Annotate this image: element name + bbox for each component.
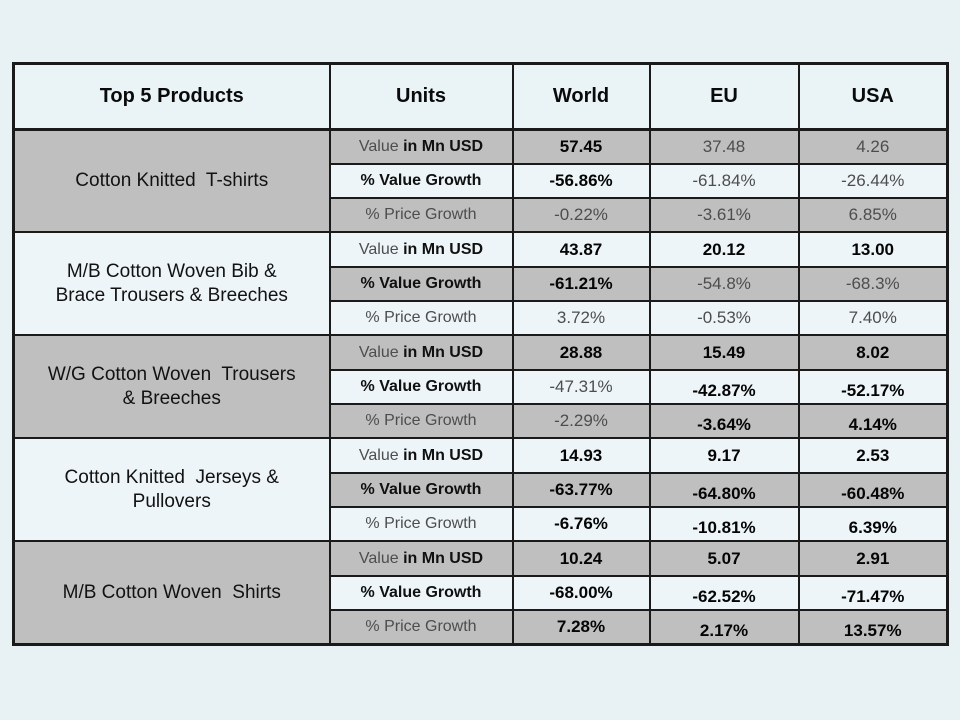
table-row: % Price Growth -2.29% -3.64% 4.14% xyxy=(14,403,949,440)
table-row: % Value Growth -61.21% -54.8% -68.3% xyxy=(14,265,949,303)
data-cell: 8.02 xyxy=(797,334,949,371)
table-row: M/B Cotton Woven Bib & Brace Trousers & … xyxy=(12,231,949,337)
data-cell: 4.14% xyxy=(797,403,949,440)
data-cell: 9.17 xyxy=(648,437,800,474)
data-cell: -26.44% xyxy=(797,162,949,200)
data-cell: -61.84% xyxy=(648,162,800,200)
data-cell: -52.17% xyxy=(797,368,949,406)
unit-label: % Value Growth xyxy=(328,471,514,509)
table-row: % Value Growth -68.00% -62.52% -71.47% xyxy=(14,574,949,612)
product-name: Cotton Knitted Jerseys & Pullovers xyxy=(12,437,331,543)
data-cell: 3.72% xyxy=(511,300,651,337)
data-cell: -56.86% xyxy=(511,162,651,200)
data-cell: -47.31% xyxy=(511,368,651,406)
data-cell: -60.48% xyxy=(797,471,949,509)
data-cell: 13.00 xyxy=(797,231,949,268)
data-cell: 5.07 xyxy=(648,540,800,577)
data-cell: -68.00% xyxy=(511,574,651,612)
data-cell: 6.85% xyxy=(797,197,949,234)
data-cell: -6.76% xyxy=(511,506,651,543)
unit-label: % Value Growth xyxy=(328,265,514,303)
data-cell: 7.40% xyxy=(797,300,949,337)
table-row: Cotton Knitted T-shirts Value in Mn USD 57… xyxy=(12,128,949,234)
data-cell: 7.28% xyxy=(511,609,651,646)
unit-label: Value in Mn USD xyxy=(328,128,514,165)
data-cell: -68.3% xyxy=(797,265,949,303)
products-table: Top 5 Products Units World EU USA Cotton… xyxy=(12,62,949,646)
unit-label: % Value Growth xyxy=(328,162,514,200)
data-cell: -64.80% xyxy=(648,471,800,509)
data-cell: -10.81% xyxy=(648,506,800,543)
unit-label-rest: in Mn USD xyxy=(403,137,484,155)
unit-label-rest: in Mn USD xyxy=(403,549,484,567)
unit-label-rest: in Mn USD xyxy=(403,343,484,361)
table-row: % Price Growth 7.28% 2.17% 13.57% xyxy=(14,609,949,646)
data-cell: -42.87% xyxy=(648,368,800,406)
table-row: % Price Growth -0.22% -3.61% 6.85% xyxy=(14,197,949,234)
unit-label-prefix: Value xyxy=(358,240,404,258)
data-cell: 20.12 xyxy=(648,231,800,268)
unit-label: % Price Growth xyxy=(328,403,514,440)
unit-label: % Price Growth xyxy=(328,300,514,337)
data-cell: -62.52% xyxy=(648,574,800,612)
unit-label: Value in Mn USD xyxy=(328,437,514,474)
column-header-world: World xyxy=(511,62,651,131)
column-header-units: Units xyxy=(328,62,514,131)
data-cell: 4.26 xyxy=(797,128,949,165)
product-name: W/G Cotton Woven Trousers & Breeches xyxy=(12,334,331,440)
table-row: % Value Growth -56.86% -61.84% -26.44% xyxy=(14,162,949,200)
unit-label-prefix: Value xyxy=(358,549,404,567)
product-name: M/B Cotton Woven Shirts xyxy=(12,540,331,646)
table-row: % Value Growth -47.31% -42.87% -52.17% xyxy=(14,368,949,406)
data-cell: 28.88 xyxy=(511,334,651,371)
data-cell: 37.48 xyxy=(648,128,800,165)
data-cell: -2.29% xyxy=(511,403,651,440)
data-cell: 15.49 xyxy=(648,334,800,371)
product-name: Cotton Knitted T-shirts xyxy=(12,128,331,234)
data-cell: -0.22% xyxy=(511,197,651,234)
unit-label: % Value Growth xyxy=(328,574,514,612)
unit-label: Value in Mn USD xyxy=(328,540,514,577)
data-cell: 57.45 xyxy=(511,128,651,165)
unit-label-prefix: Value xyxy=(358,343,404,361)
unit-label: % Price Growth xyxy=(328,197,514,234)
unit-label-rest: in Mn USD xyxy=(403,240,484,258)
unit-label-rest: in Mn USD xyxy=(403,446,484,464)
data-cell: -61.21% xyxy=(511,265,651,303)
table-row: % Value Growth -63.77% -64.80% -60.48% xyxy=(14,471,949,509)
column-header-usa: USA xyxy=(797,62,949,131)
unit-label: % Price Growth xyxy=(328,506,514,543)
unit-label: Value in Mn USD xyxy=(328,334,514,371)
table-body: Cotton Knitted T-shirts Value in Mn USD 57… xyxy=(12,128,949,646)
table-row: % Price Growth 3.72% -0.53% 7.40% xyxy=(14,300,949,337)
data-cell: 13.57% xyxy=(797,609,949,646)
data-cell: 2.91 xyxy=(797,540,949,577)
product-name: M/B Cotton Woven Bib & Brace Trousers & … xyxy=(12,231,331,337)
data-cell: 2.53 xyxy=(797,437,949,474)
unit-label: Value in Mn USD xyxy=(328,231,514,268)
data-cell: 43.87 xyxy=(511,231,651,268)
table-row: % Price Growth -6.76% -10.81% 6.39% xyxy=(14,506,949,543)
data-cell: 10.24 xyxy=(511,540,651,577)
table-row: M/B Cotton Woven Shirts Value in Mn USD 10… xyxy=(12,540,949,646)
unit-label: % Value Growth xyxy=(328,368,514,406)
data-cell: -3.64% xyxy=(648,403,800,440)
data-cell: -0.53% xyxy=(648,300,800,337)
column-header-products: Top 5 Products xyxy=(12,62,331,131)
data-cell: 2.17% xyxy=(648,609,800,646)
column-header-eu: EU xyxy=(648,62,800,131)
unit-label: % Price Growth xyxy=(328,609,514,646)
table-header-row: Top 5 Products Units World EU USA xyxy=(12,62,949,131)
table-row: Cotton Knitted Jerseys & Pullovers Value … xyxy=(12,437,949,543)
data-cell: 6.39% xyxy=(797,506,949,543)
data-cell: -63.77% xyxy=(511,471,651,509)
unit-label-prefix: Value xyxy=(358,137,404,155)
table-row: W/G Cotton Woven Trousers & Breeches Valu… xyxy=(12,334,949,440)
data-cell: -3.61% xyxy=(648,197,800,234)
data-cell: 14.93 xyxy=(511,437,651,474)
data-cell: -54.8% xyxy=(648,265,800,303)
unit-label-prefix: Value xyxy=(358,446,404,464)
data-cell: -71.47% xyxy=(797,574,949,612)
